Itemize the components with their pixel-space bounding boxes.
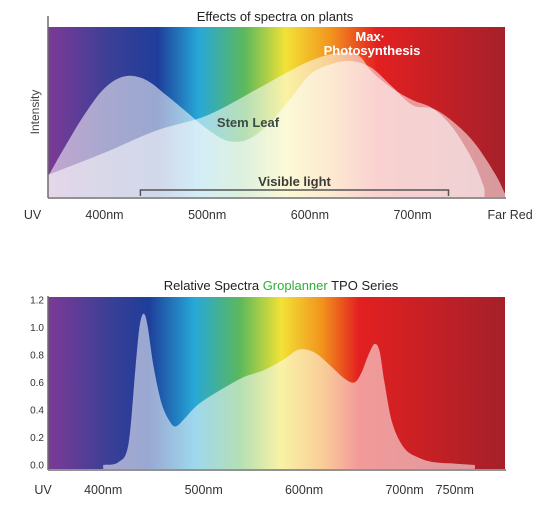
- chart-1-title: Effects of spectra on plants: [197, 9, 354, 24]
- chart-2-x-tick-label: 750nm: [436, 483, 474, 497]
- chart-2-x-tick-label: 400nm: [84, 483, 122, 497]
- chart-2-area-tpo-spectrum: [103, 313, 475, 469]
- chart-1-x-tick-label: 600nm: [291, 208, 329, 222]
- annotation-visible-light: Visible light: [258, 174, 331, 189]
- chart-2-title: Relative Spectra Groplanner TPO Series: [164, 278, 399, 293]
- annotation-stem-leaf: Stem Leaf: [217, 115, 280, 130]
- chart-2-x-tick-label: UV: [34, 483, 52, 497]
- chart-2-y-tick-labels: 1.2 1.0 0.8 0.6 0.4 0.2 0.0: [30, 296, 44, 472]
- annotation-max-photosynthesis: Max· Photosynthesis: [324, 29, 421, 58]
- chart-2-x-tick-labels: UV 400nm 500nm 600nm 700nm 750nm: [34, 483, 474, 497]
- chart-1-area-photosynthesis: [48, 52, 485, 198]
- chart-2-x-tick-label: 600nm: [285, 483, 323, 497]
- chart-1-x-tick-label: 700nm: [393, 208, 431, 222]
- chart-2-y-tick-label: 0.8: [30, 351, 44, 362]
- chart-2-y-tick-label: 0.0: [30, 461, 44, 472]
- chart-1: Effects of spectra on plants Intensity M…: [24, 9, 533, 222]
- chart-2-y-tick-label: 0.6: [30, 378, 44, 389]
- chart-2-title-part-1: Relative Spectra: [164, 278, 263, 293]
- chart-1-x-tick-label: 400nm: [85, 208, 123, 222]
- visible-light-bracket: [139, 189, 450, 196]
- chart-2: Relative Spectra Groplanner TPO Series 1…: [30, 278, 506, 497]
- chart-2-y-tick-label: 0.2: [30, 433, 44, 444]
- chart-2-title-part-2: TPO Series: [328, 278, 399, 293]
- chart-1-x-tick-label: Far Red: [488, 208, 533, 222]
- chart-2-x-tick-label: 500nm: [185, 483, 223, 497]
- chart-1-x-tick-label: UV: [24, 208, 42, 222]
- chart-2-y-tick-label: 1.0: [30, 323, 44, 334]
- chart-1-x-tick-label: 500nm: [188, 208, 226, 222]
- chart-2-y-tick-label: 0.4: [30, 406, 44, 417]
- chart-2-y-tick-label: 1.2: [30, 296, 44, 307]
- chart-1-y-label: Intensity: [28, 90, 42, 135]
- chart-2-title-brand: Groplanner: [263, 278, 329, 293]
- chart-1-x-tick-labels: UV 400nm 500nm 600nm 700nm Far Red: [24, 208, 533, 222]
- chart-2-x-tick-label: 700nm: [385, 483, 423, 497]
